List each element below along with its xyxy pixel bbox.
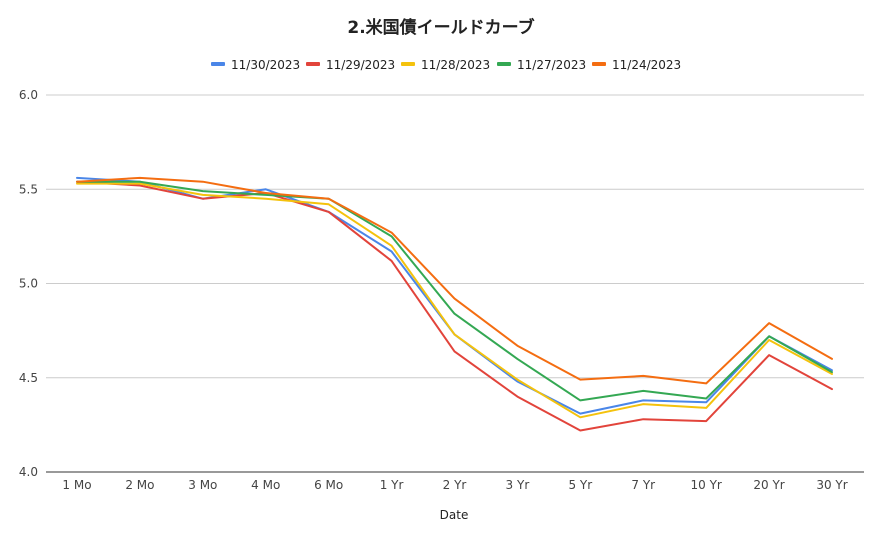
legend-swatch: [211, 62, 225, 66]
chart-title: 2.米国債イールドカーブ: [347, 17, 534, 38]
x-tick-label: 20 Yr: [753, 478, 784, 492]
y-tick-label: 4.0: [19, 465, 38, 479]
x-tick-label: 5 Yr: [568, 478, 592, 492]
legend-swatch: [592, 62, 606, 66]
legend-swatch: [306, 62, 320, 66]
x-tick-label: 1 Yr: [380, 478, 404, 492]
x-tick-label: 1 Mo: [62, 478, 91, 492]
y-tick-label: 5.5: [19, 182, 38, 196]
series-lines: [76, 176, 833, 432]
legend-label: 11/30/2023: [231, 58, 300, 72]
x-tick-label: 30 Yr: [816, 478, 847, 492]
gridlines: [46, 94, 864, 473]
series-line: [76, 180, 833, 432]
y-axis-ticks: 6.0 5.5 5.0 4.5 4.0: [19, 88, 38, 479]
legend-swatch: [401, 62, 415, 66]
series-line: [76, 180, 833, 402]
y-tick-label: 4.5: [19, 371, 38, 385]
x-axis-ticks: 1 Mo 2 Mo 3 Mo 4 Mo 6 Mo 1 Yr 2 Yr 3 Yr 5 Yr 7 Yr…: [62, 478, 847, 492]
series-line: [76, 176, 833, 385]
legend-swatch: [497, 62, 511, 66]
y-tick-label: 6.0: [19, 88, 38, 102]
legend-label: 11/28/2023: [421, 58, 490, 72]
x-tick-label: 3 Mo: [188, 478, 217, 492]
x-axis-title: Date: [440, 508, 469, 522]
y-tick-label: 5.0: [19, 277, 38, 291]
x-tick-label: 6 Mo: [314, 478, 343, 492]
legend-label: 11/27/2023: [517, 58, 586, 72]
x-tick-label: 3 Yr: [506, 478, 530, 492]
x-tick-label: 4 Mo: [251, 478, 280, 492]
series-line: [76, 182, 833, 419]
x-tick-label: 10 Yr: [690, 478, 721, 492]
x-tick-label: 2 Mo: [125, 478, 154, 492]
x-tick-label: 7 Yr: [631, 478, 655, 492]
legend-label: 11/29/2023: [326, 58, 395, 72]
x-tick-label: 2 Yr: [443, 478, 467, 492]
legend-label: 11/24/2023: [612, 58, 681, 72]
legend: 11/30/2023 11/29/2023 11/28/2023 11/27/2023…: [211, 58, 681, 72]
